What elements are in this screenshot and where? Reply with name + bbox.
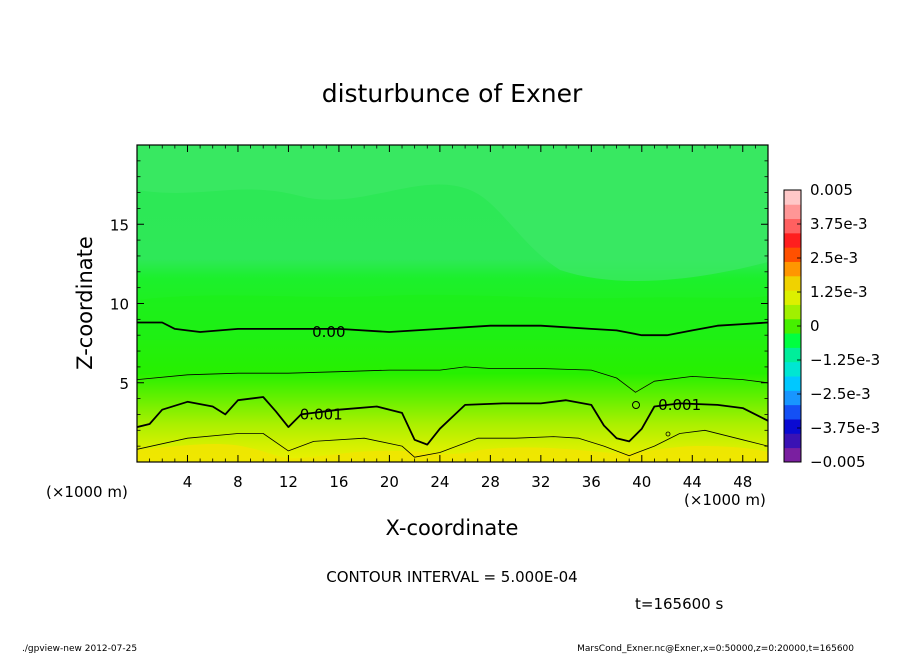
colorbar-tick-label-7: −3.75e-3 [810,419,880,437]
colorbar-swatch-9 [784,318,801,334]
colorbar-tick-label-1: 3.75e-3 [810,215,868,233]
contour-labels: 0.00 0.001 0.001 [300,323,701,423]
colorbar-swatch-1 [784,433,801,449]
plot-area: 0.00 0.001 0.001 [137,145,768,462]
x-tick-label-9: 40 [632,473,651,491]
colorbar-tick-label-5: −1.25e-3 [810,351,880,369]
colorbar-swatch-18 [784,190,801,205]
y-axis-title: Z-coordinate [73,236,97,370]
time-label: t=165600 s [635,595,723,613]
y-tick-label-2: 15 [110,216,129,234]
colorbar-swatch-16 [784,218,801,234]
footer-left: ./gpview-new 2012-07-25 [22,644,137,654]
x-unit-label: (×1000 m) [46,483,128,501]
colorbar-tick-label-6: −2.5e-3 [810,385,871,403]
y-tick-label-1: 10 [110,296,129,314]
small-contour-loop [632,401,640,409]
colorbar-swatch-3 [784,404,801,420]
x-tick-label-1: 8 [233,473,243,491]
colorbar-tick-label-8: −0.005 [810,453,866,471]
x-tick-label-4: 20 [380,473,399,491]
field-patch-yellow [137,444,768,462]
colorbar-swatch-12 [784,275,801,291]
small-contour-loop-2 [665,431,671,437]
colorbar [784,190,801,463]
colorbar-swatch-14 [784,247,801,262]
field-patch-upper [137,145,768,282]
footer-right: MarsCond_Exner.nc@Exner,x=0:50000,z=0:20… [577,644,854,654]
x-tick-label-3: 16 [329,473,348,491]
colorbar-swatch-11 [784,290,801,305]
colorbar-tick-label-4: 0 [810,317,820,335]
x-tick-label-2: 12 [279,473,298,491]
contour-line-0 [137,321,768,337]
x-tick-label-8: 36 [582,473,601,491]
contour-lines [137,321,768,458]
x-tick-label-0: 4 [183,473,193,491]
colorbar-swatch-10 [784,304,801,320]
colorbar-tick-label-2: 2.5e-3 [810,249,858,267]
x-unit-label-right: (×1000 m) [684,491,766,509]
y-tick-label-0: 5 [119,375,129,393]
colorbar-swatch-6 [784,361,801,377]
colorbar-swatch-13 [784,261,801,277]
contour-line-2 [137,396,768,446]
colorbar-swatch-8 [784,333,801,348]
contour-label-0: 0.00 [312,323,345,341]
x-axis-ticks: 4 8 12 16 20 24 28 32 36 40 44 48 [149,145,756,491]
colorbar-swatch-17 [784,204,801,220]
colorbar-swatch-0 [784,447,801,463]
colorbar-swatch-5 [784,376,801,391]
x-tick-label-7: 32 [531,473,550,491]
colorbar-tick-label-3: 1.25e-3 [810,283,868,301]
colorbar-swatch-7 [784,347,801,363]
contour-label-2: 0.001 [658,396,701,414]
colorbar-swatch-2 [784,419,801,434]
colorbar-tick-label-0: 0.005 [810,181,853,199]
x-tick-label-11: 48 [733,473,752,491]
colorbar-swatch-15 [784,232,801,248]
x-tick-label-10: 44 [683,473,702,491]
colorbar-swatch-4 [784,390,801,406]
colorbar-ticks: 0.005 3.75e-3 2.5e-3 1.25e-3 0 −1.25e-3 −2.5e-… [797,181,880,471]
contour-line-3 [137,429,768,458]
contour-label-1: 0.001 [300,405,343,423]
y-axis-ticks: 5 10 15 [110,160,768,447]
x-tick-label-6: 28 [481,473,500,491]
contour-line-1 [137,366,768,393]
x-axis-title: X-coordinate [386,516,519,540]
x-tick-label-5: 24 [430,473,449,491]
contour-interval-label: CONTOUR INTERVAL = 5.000E-04 [326,568,577,586]
chart-title: disturbunce of Exner [322,79,583,108]
